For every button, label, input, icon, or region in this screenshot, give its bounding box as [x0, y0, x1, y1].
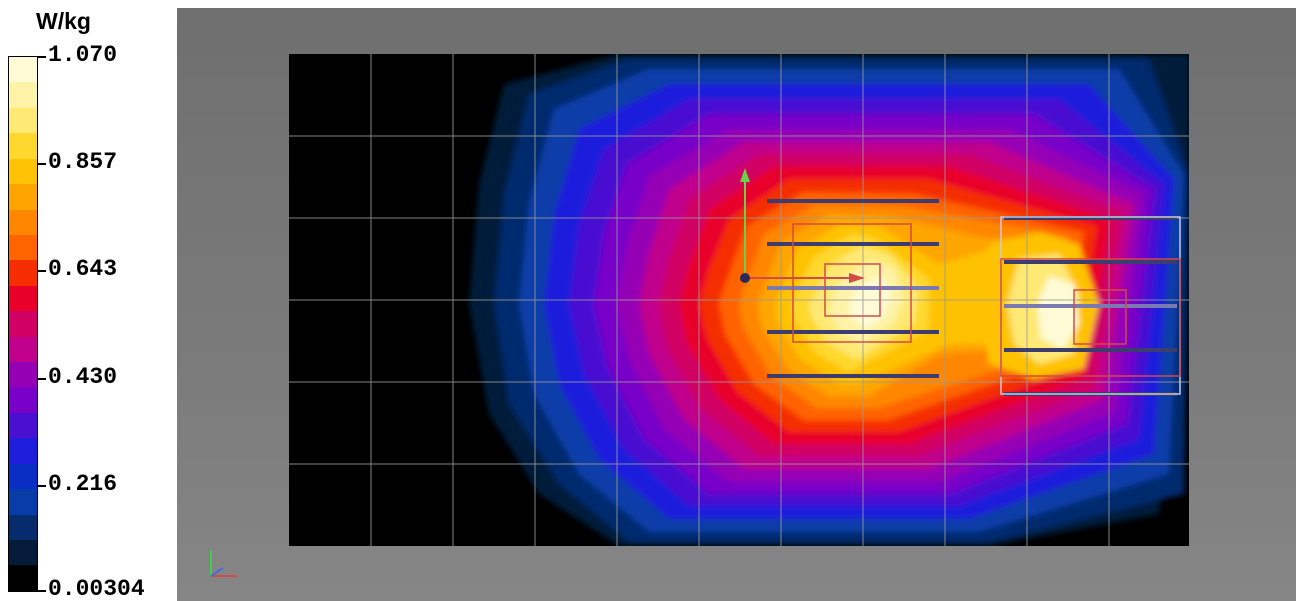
- color-scale-segment: [9, 540, 37, 566]
- color-scale-segment: [9, 184, 37, 210]
- legend-tick-label: 0.643: [48, 256, 118, 282]
- plot-grid: [289, 54, 1189, 546]
- color-scale-segment: [9, 158, 37, 185]
- color-scale-segment: [9, 514, 37, 541]
- legend-tick: [38, 163, 46, 165]
- color-scale-bar: [8, 56, 38, 592]
- legend-tick: [38, 56, 46, 58]
- antenna-left: [767, 199, 939, 378]
- legend-tick-label-max: 1.070: [48, 42, 118, 68]
- sar-distribution-plot: [289, 54, 1189, 546]
- legend-tick-label: 0.430: [48, 364, 118, 390]
- legend-tick-label-min: 0.00304: [48, 576, 145, 601]
- color-scale-segment: [9, 82, 37, 108]
- 3d-viewport[interactable]: [177, 8, 1296, 601]
- color-scale-segment: [9, 387, 37, 413]
- xyz-axes-icon: [203, 544, 243, 584]
- color-scale-segment: [9, 107, 37, 134]
- color-scale-segment: [9, 565, 37, 591]
- legend-unit-label: W/kg: [36, 8, 91, 34]
- color-scale-segment: [9, 285, 37, 312]
- color-scale-segment: [9, 336, 37, 363]
- legend-tick-label: 0.857: [48, 149, 118, 175]
- color-scale-segment: [9, 234, 37, 261]
- color-scale-segment: [9, 412, 37, 439]
- legend-tick: [38, 378, 46, 380]
- antenna-right: [1000, 216, 1181, 396]
- legend-tick: [38, 485, 46, 487]
- color-scale-segment: [9, 209, 37, 235]
- color-scale-segment: [9, 133, 37, 159]
- color-scale-segment: [9, 362, 37, 388]
- heatmap-svg: [289, 54, 1189, 546]
- legend-tick: [38, 590, 46, 592]
- color-scale-segment: [9, 438, 37, 464]
- color-scale-segment: [9, 260, 37, 286]
- legend-tick-label: 0.216: [48, 471, 118, 497]
- color-scale-segment: [9, 311, 37, 337]
- color-scale-segment: [9, 57, 37, 83]
- color-scale-segment: [9, 489, 37, 515]
- legend-tick: [38, 270, 46, 272]
- origin-marker: [740, 168, 865, 283]
- color-scale-segment: [9, 463, 37, 490]
